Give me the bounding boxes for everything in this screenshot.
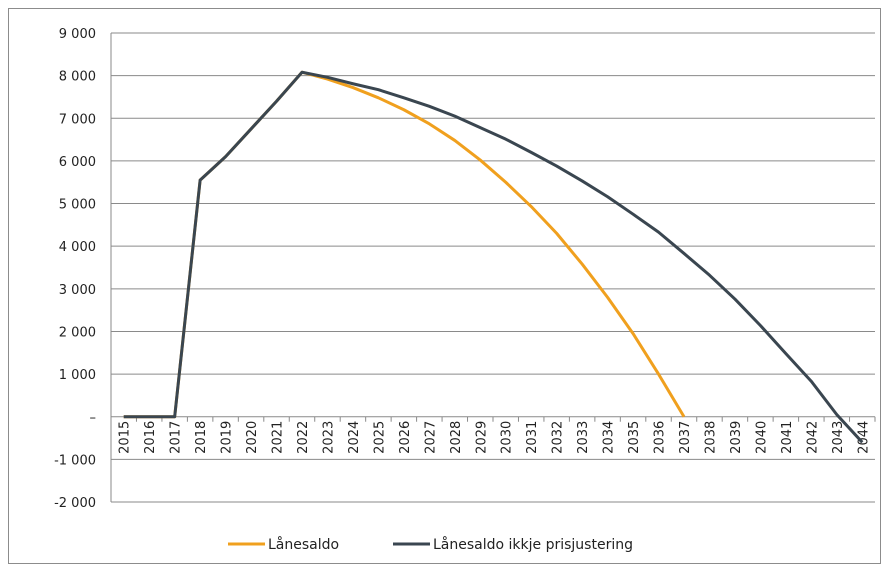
x-tick-label: 2038: [703, 421, 718, 454]
x-tick-label: 2027: [423, 421, 438, 454]
x-tick-label: 2035: [627, 421, 642, 454]
x-tick-label: 2016: [143, 421, 158, 454]
x-tick-label: 2020: [245, 421, 260, 454]
x-tick-label: 2030: [500, 421, 515, 454]
y-tick-label: -1 000: [54, 453, 96, 468]
x-tick-label: 2025: [372, 421, 387, 454]
x-tick-label: 2029: [474, 421, 489, 454]
y-tick-label: 7 000: [59, 112, 96, 127]
y-tick-label: -2 000: [54, 496, 96, 511]
legend-label: Lånesaldo ikkje prisjustering: [433, 536, 633, 553]
y-tick-label: 3 000: [59, 283, 96, 298]
y-tick-label: 5 000: [59, 198, 96, 213]
x-tick-label: 2022: [296, 421, 311, 454]
y-tick-label: 4 000: [59, 240, 96, 255]
x-tick-label: 2024: [347, 421, 362, 454]
x-tick-label: 2036: [653, 421, 668, 454]
x-tick-label: 2042: [805, 421, 820, 454]
series-line-2: [123, 70, 864, 444]
x-tick-label: 2023: [321, 421, 336, 454]
x-tick-label: 2032: [551, 421, 566, 454]
y-tick-label: 1 000: [59, 368, 96, 383]
x-tick-label: 2015: [118, 421, 133, 454]
x-tick-label: 2039: [729, 421, 744, 454]
y-tick-label: 9 000: [59, 27, 96, 42]
y-tick-label: 6 000: [59, 155, 96, 170]
series-line-1: [123, 70, 686, 419]
x-tick-label: 2019: [220, 421, 235, 454]
x-tick-label: 2040: [754, 421, 769, 454]
x-tick-label: 2034: [602, 421, 617, 454]
x-tick-label: 2026: [398, 421, 413, 454]
x-tick-label: 2043: [831, 421, 846, 454]
x-tick-label: 2028: [449, 421, 464, 454]
x-tick-label: 2031: [525, 421, 540, 454]
x-tick-label: 2041: [780, 421, 795, 454]
y-tick-label: 2 000: [59, 325, 96, 340]
y-tick-label: 8 000: [59, 70, 96, 85]
x-tick-label: 2044: [856, 421, 871, 454]
legend-label: Lånesaldo: [268, 536, 339, 553]
y-tick-label: –: [90, 411, 97, 426]
x-tick-label: 2018: [194, 421, 209, 454]
chart-frame: [8, 8, 881, 564]
x-tick-label: 2037: [678, 421, 693, 454]
x-tick-label: 2033: [576, 421, 591, 454]
x-tick-label: 2017: [169, 421, 184, 454]
x-tick-label: 2021: [271, 421, 286, 454]
